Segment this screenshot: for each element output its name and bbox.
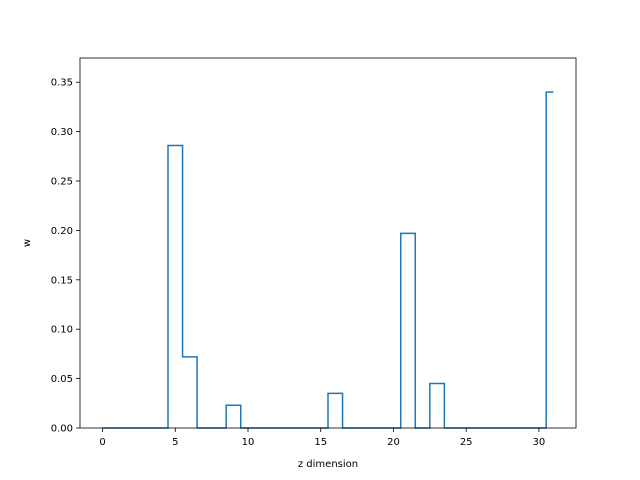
y-tick-label: 0.35 bbox=[51, 78, 73, 89]
x-tick-label: 20 bbox=[387, 437, 400, 448]
x-tick-label: 30 bbox=[533, 437, 546, 448]
x-tick-label: 5 bbox=[172, 437, 178, 448]
x-tick-label: 10 bbox=[242, 437, 255, 448]
x-tick-label: 25 bbox=[460, 437, 473, 448]
y-tick-label: 0.10 bbox=[51, 325, 73, 336]
x-tick-label: 15 bbox=[314, 437, 327, 448]
y-tick-label: 0.05 bbox=[51, 374, 73, 385]
plot-frame bbox=[79, 57, 577, 429]
x-tick-label: 0 bbox=[99, 437, 105, 448]
y-tick-label: 0.25 bbox=[51, 177, 73, 188]
y-tick-label: 0.20 bbox=[51, 226, 73, 237]
y-tick-label: 0.15 bbox=[51, 275, 73, 286]
y-axis-label: w bbox=[22, 239, 33, 247]
y-tick-label: 0.30 bbox=[51, 127, 73, 138]
x-axis-ticks: 0 5 10 15 20 25 30 bbox=[99, 428, 545, 448]
y-axis-ticks: 0.00 0.05 0.10 0.15 0.20 0.25 0.30 0.35 bbox=[51, 78, 80, 435]
y-tick-label: 0.00 bbox=[51, 424, 73, 435]
x-axis-label: z dimension bbox=[298, 459, 358, 470]
